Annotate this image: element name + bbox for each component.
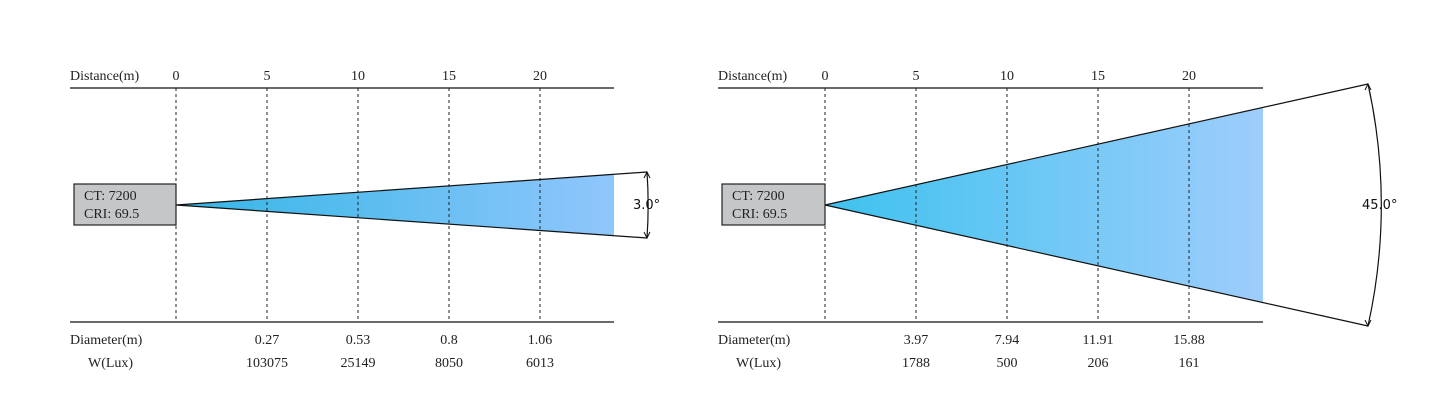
- cri-label: CRI: 69.5: [732, 207, 787, 222]
- distance-tick-label: 5: [264, 69, 271, 84]
- lux-value: 206: [1088, 356, 1109, 371]
- cri-label: CRI: 69.5: [84, 207, 139, 222]
- angle-arc: [1367, 83, 1382, 327]
- lux-label: W(Lux): [736, 356, 781, 371]
- diameter-value: 0.53: [346, 333, 371, 348]
- distance-label: Distance(m): [718, 69, 788, 84]
- beam-cone: [176, 174, 614, 236]
- beam-edge-bottom: [824, 204, 1369, 327]
- narrow-beam-diagram: Distance(m) 3.0° 0 5 10 15 20 CT: 7200 CRI: 69.5…: [70, 69, 660, 371]
- lux-value: 8050: [435, 356, 463, 371]
- info-box: [721, 183, 826, 226]
- diameter-value: 0.8: [440, 333, 458, 348]
- diameter-label: Diameter(m): [70, 333, 143, 348]
- diameter-value: 3.97: [904, 333, 929, 348]
- distance-tick-label: 15: [1091, 69, 1105, 84]
- beam-cone: [825, 108, 1263, 302]
- arc-arrow-bottom: [643, 231, 651, 240]
- diameter-value: 11.91: [1083, 333, 1114, 348]
- wide-beam-diagram: Distance(m) 45.0° 0 5 10 15 20 CT: 7200 CRI: 69.…: [718, 69, 1397, 371]
- distance-tick-label: 5: [913, 69, 920, 84]
- diameter-value: 0.27: [255, 333, 280, 348]
- arc-arrow-top: [1364, 82, 1372, 91]
- diameter-value: 15.88: [1173, 333, 1205, 348]
- beam-angle-label: 3.0°: [633, 198, 660, 213]
- lux-value: 161: [1179, 356, 1200, 371]
- color-temperature-label: CT: 7200: [732, 189, 785, 204]
- info-box: [73, 183, 177, 226]
- distance-tick-label: 0: [822, 69, 829, 84]
- distance-tick-label: 0: [173, 69, 180, 84]
- lux-value: 6013: [526, 356, 554, 371]
- diameter-value: 7.94: [995, 333, 1020, 348]
- distance-tick-label: 20: [1182, 69, 1196, 84]
- color-temperature-label: CT: 7200: [84, 189, 137, 204]
- distance-tick-label: 15: [442, 69, 456, 84]
- lux-value: 500: [997, 356, 1018, 371]
- lux-value: 103075: [246, 356, 288, 371]
- lux-value: 1788: [902, 356, 930, 371]
- beam-edge-bottom: [175, 204, 648, 239]
- diameter-label: Diameter(m): [718, 333, 791, 348]
- distance-tick-label: 10: [351, 69, 365, 84]
- distance-tick-label: 20: [533, 69, 547, 84]
- lux-value: 25149: [341, 356, 376, 371]
- beam-edge-top: [175, 171, 648, 206]
- diameter-value: 1.06: [528, 333, 553, 348]
- lux-label: W(Lux): [88, 356, 133, 371]
- distance-label: Distance(m): [70, 69, 140, 84]
- arc-arrow-bottom: [1364, 319, 1372, 328]
- distance-tick-label: 10: [1000, 69, 1014, 84]
- beam-angle-label: 45.0°: [1362, 198, 1397, 213]
- arc-arrow-top: [643, 170, 651, 179]
